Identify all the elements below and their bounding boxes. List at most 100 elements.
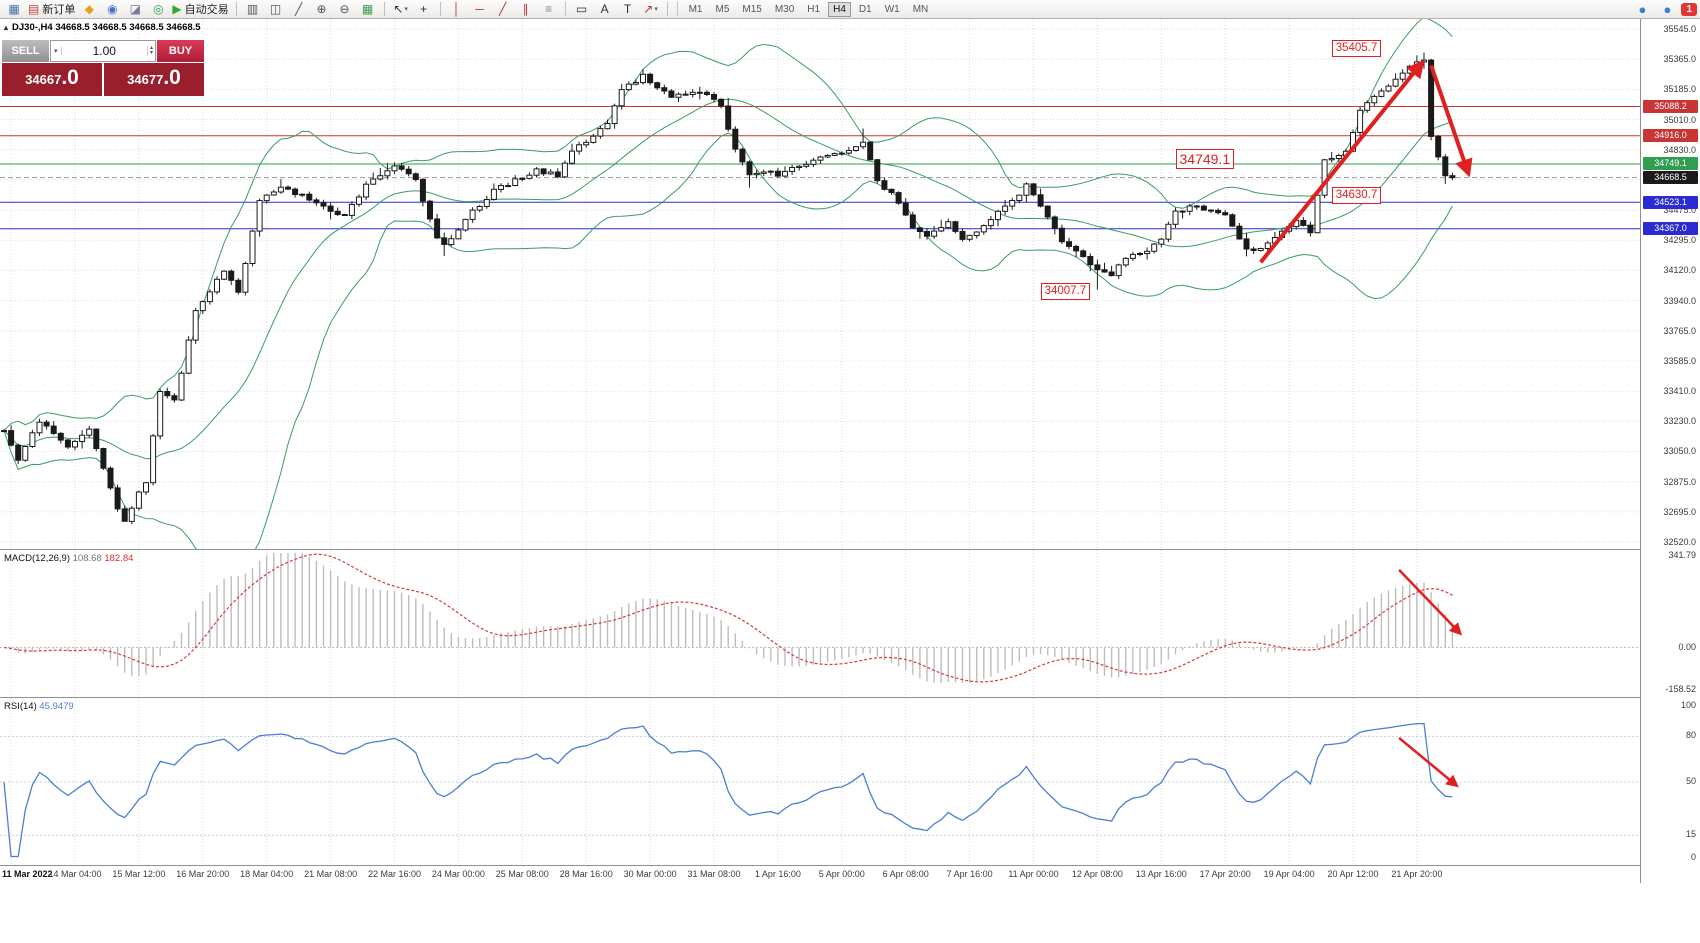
time-axis-label: 15 Mar 12:00: [112, 869, 166, 879]
trend-arrow[interactable]: [1429, 64, 1473, 178]
rsi-arrow[interactable]: [1398, 736, 1459, 788]
time-axis[interactable]: 11 Mar 2022 14 Mar 04:00 15 Mar 12:00 16 Ma…: [0, 865, 1640, 884]
timeframe-m1-button[interactable]: M1: [688, 3, 703, 15]
price-axis-label: 33230.0: [1663, 416, 1696, 427]
line-chart-button[interactable]: ╱: [288, 1, 310, 18]
cursor-caret-icon: ▾: [404, 6, 408, 13]
tile-windows-icon: ▦: [361, 2, 374, 16]
timeframe-w1-button[interactable]: W1: [884, 3, 900, 15]
timeframe-d1-button[interactable]: D1: [858, 3, 872, 15]
new-order-label: 新订单: [42, 4, 76, 16]
tile-windows-button[interactable]: ▦: [357, 1, 379, 18]
time-axis-label: 18 Mar 04:00: [240, 869, 294, 879]
buy-price-big: .0: [163, 66, 181, 89]
macd-canvas[interactable]: [0, 550, 1640, 697]
price-level-badge: 34367.0: [1643, 222, 1698, 236]
time-axis-label: 11 Mar 2022: [2, 869, 53, 879]
rsi-canvas[interactable]: [0, 698, 1640, 865]
new-chart-button[interactable]: ▦: [3, 1, 25, 18]
price-axis-label: 32875.0: [1663, 476, 1696, 487]
shapes-icon: ▭: [575, 2, 588, 16]
price-axis-label: 33940.0: [1663, 295, 1696, 306]
macd-panel[interactable]: MACD(12,26,9) 108.68 182.84: [0, 549, 1640, 697]
favorites-button[interactable]: ◆: [78, 1, 100, 18]
new-order-icon: ▤: [28, 2, 40, 16]
time-axis-label: 19 Apr 04:00: [1263, 869, 1315, 879]
time-axis-label: 5 Apr 00:00: [818, 869, 865, 879]
volume-spinner[interactable]: ▴ ▾: [146, 45, 155, 56]
fibonacci-button[interactable]: ≡: [538, 1, 560, 18]
auto-trading-button[interactable]: ▶ 自动交易: [170, 1, 230, 18]
horizontal-line-button[interactable]: ─: [469, 1, 491, 18]
rsi-panel[interactable]: RSI(14) 45.9479: [0, 697, 1640, 865]
price-axis[interactable]: 35545.035365.035185.035010.034830.034650…: [1640, 19, 1700, 883]
price-level-badge: 34523.1: [1643, 195, 1698, 209]
main-chart-panel[interactable]: ▴ DJ30-,H4 34668.5 34668.5 34668.5 34668…: [0, 16, 1640, 573]
rsi-label: RSI(14) 45.9479: [4, 701, 74, 712]
time-axis-label: 12 Apr 08:00: [1071, 869, 1123, 879]
channel-button[interactable]: ∥: [515, 1, 537, 18]
main-chart-canvas[interactable]: [0, 16, 1640, 573]
macd-arrow[interactable]: [1398, 569, 1463, 636]
volume-value: 1.00: [92, 44, 116, 58]
trade-buttons-row: SELL ▾ 1.00 ▴ ▾ BUY: [2, 40, 204, 62]
price-annotation[interactable]: 34630.7: [1331, 187, 1382, 205]
macd-histogram: [10, 553, 1454, 683]
shapes-button[interactable]: ▭: [571, 1, 593, 18]
zoom-out-button[interactable]: ⊖: [334, 1, 356, 18]
one-click-toggle-icon[interactable]: ▴: [4, 23, 9, 32]
macd-axis-label: 0.00: [1678, 641, 1696, 652]
notifications-button[interactable]: ●: [1656, 1, 1678, 18]
trendline-button[interactable]: ╱: [492, 1, 514, 18]
arrows-caret-icon: ▾: [654, 6, 658, 13]
timeframe-mn-button[interactable]: MN: [912, 3, 929, 15]
price-annotation[interactable]: 34007.7: [1040, 282, 1091, 300]
macd-signal-line: [3, 553, 1453, 683]
timeframe-h4-button[interactable]: H4: [828, 1, 851, 17]
trend-arrow[interactable]: [1259, 59, 1425, 264]
volume-up-icon[interactable]: ▴: [149, 45, 153, 51]
price-annotation[interactable]: 35405.7: [1331, 40, 1382, 58]
bar-chart-button[interactable]: ▥: [242, 1, 264, 18]
community-icon: ●: [1638, 1, 1647, 17]
timeframe-h1-button[interactable]: H1: [807, 3, 821, 15]
zoom-in-icon: ⊕: [316, 2, 327, 16]
buy-price-main: 34677: [127, 72, 164, 87]
price-axis-label: 33585.0: [1663, 355, 1696, 366]
price-axis-label: 33050.0: [1663, 446, 1696, 457]
sell-price-display[interactable]: 34667.0: [2, 63, 102, 96]
price-annotation[interactable]: 34749.1: [1175, 148, 1235, 169]
volume-field[interactable]: ▾ 1.00 ▴ ▾: [50, 40, 156, 62]
market-watch-button[interactable]: ◉: [101, 1, 123, 18]
candlestick-chart-button[interactable]: ◫: [265, 1, 287, 18]
zoom-in-button[interactable]: ⊕: [311, 1, 333, 18]
buy-price-display[interactable]: 34677.0: [104, 63, 204, 96]
arrows-button[interactable]: ↗ ▾: [640, 1, 662, 18]
time-axis-label: 24 Mar 00:00: [431, 869, 485, 879]
text-button[interactable]: A: [594, 1, 616, 18]
navigator-icon: ◪: [129, 2, 142, 16]
timeframe-m15-button[interactable]: M15: [742, 3, 762, 15]
label-button[interactable]: T: [617, 1, 639, 18]
timeframe-m30-button[interactable]: M30: [774, 3, 795, 15]
notification-badge[interactable]: 1: [1681, 2, 1697, 16]
price-axis-label: 33410.0: [1663, 386, 1696, 397]
price-axis-label: 32520.0: [1663, 537, 1696, 547]
rsi-axis-label: 50: [1685, 776, 1696, 786]
vertical-line-button[interactable]: │: [446, 1, 468, 18]
navigator-button[interactable]: ◪: [124, 1, 146, 18]
fibonacci-icon: ≡: [545, 2, 553, 16]
sell-button[interactable]: SELL: [2, 40, 49, 62]
buy-button[interactable]: BUY: [157, 40, 204, 62]
toolbar-separator: [235, 2, 237, 16]
toolbar: ▦ ▤ 新订单 ◆ ◉ ◪ ◎ ▶ 自动交易 ▥ ◫ ╱ ⊕ ⊖ ▦ ↖ ▾ + │ ─ ╱ ∥ ≡ ▭ A T ↗ ▾ M1 M5 M15…: [0, 0, 1700, 19]
terminal-button[interactable]: ◎: [147, 1, 169, 18]
timeframe-m5-button[interactable]: M5: [715, 3, 730, 15]
volume-down-icon[interactable]: ▾: [149, 50, 153, 56]
cursor-button[interactable]: ↖ ▾: [390, 1, 412, 18]
time-axis-label: 16 Mar 20:00: [176, 869, 230, 879]
volume-dropdown-icon[interactable]: ▾: [51, 47, 62, 55]
crosshair-button[interactable]: +: [413, 1, 435, 18]
community-button[interactable]: ●: [1631, 1, 1653, 18]
new-order-button[interactable]: ▤ 新订单: [26, 1, 77, 18]
